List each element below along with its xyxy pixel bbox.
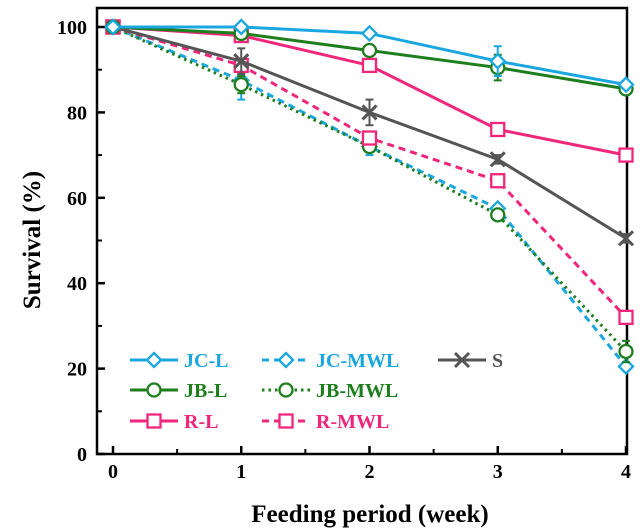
data-point-x [453,351,471,369]
series-s [104,18,635,247]
data-point-circle [278,382,294,398]
data-point-square [490,121,506,138]
y-axis-title: Survival (%) [19,171,46,309]
legend: JC-L JB-L R-L JC-MWL JB-MWL R-MWL S [130,350,503,433]
legend-label: R-L [184,411,218,433]
x-tick-label: 0 [108,461,118,483]
y-tick-label: 20 [67,359,87,381]
legend-label: R-MWL [316,411,389,433]
legend-item-jb-l: JB-L [130,380,227,402]
legend-label: JB-L [184,380,227,402]
y-tick-label: 80 [67,102,87,124]
data-point-diamond [489,52,507,70]
data-point-square [490,173,506,189]
x-tick-label: 2 [365,461,375,483]
data-point-diamond [360,24,379,43]
legend-item-jc-l: JC-L [130,350,228,372]
legend-label: JC-MWL [316,350,399,372]
legend-item-jc-mwl: JC-MWL [262,350,399,372]
data-point-square [146,413,162,429]
legend-item-r-mwl: R-MWL [262,411,389,433]
legend-label: JB-MWL [316,380,398,402]
data-point-diamond [145,351,163,369]
data-point-square [361,57,378,74]
data-point-x [489,151,506,168]
legend-label: JC-L [184,350,228,372]
x-axis-title: Feeding period (week) [251,501,488,528]
data-point-x-stroke [453,351,471,369]
y-tick-label: 60 [67,188,87,210]
data-point-square [361,130,378,146]
plot-frame [95,6,629,456]
data-point-circle [618,343,634,360]
data-point-x [361,104,378,121]
data-point-x-stroke [617,230,635,247]
legend-item-r-l: R-L [130,411,218,433]
data-point-circle [233,76,249,93]
data-point-square [618,147,634,163]
axes: 0 20 40 60 80 100 0 1 2 3 4 [57,6,631,483]
x-tick-label: 1 [236,461,246,483]
data-point-x-stroke [489,151,506,168]
y-tick-label: 0 [77,444,87,466]
data-point-x [233,53,250,70]
data-point-x-stroke [361,104,378,121]
data-point-x [617,230,635,247]
data-point-x-stroke [233,53,250,70]
data-point-square [618,309,634,326]
legend-item-jb-mwl: JB-MWL [262,380,398,402]
data-point-square [278,413,294,429]
data-point-circle [146,382,162,398]
series-layer [104,18,635,376]
data-point-diamond [104,18,122,36]
data-point-diamond [232,18,250,36]
legend-label: S [492,350,503,372]
y-tick-label: 40 [67,273,87,295]
series-jc-l [104,18,635,94]
series-line [112,25,628,368]
x-tick-label: 4 [621,461,631,483]
data-point-circle [361,42,378,59]
x-tick-label: 3 [493,461,503,483]
y-tick-label: 100 [57,17,87,39]
data-point-circle [490,207,506,223]
legend-item-s: S [438,350,503,372]
data-point-diamond [617,76,635,94]
data-point-diamond [277,351,295,369]
